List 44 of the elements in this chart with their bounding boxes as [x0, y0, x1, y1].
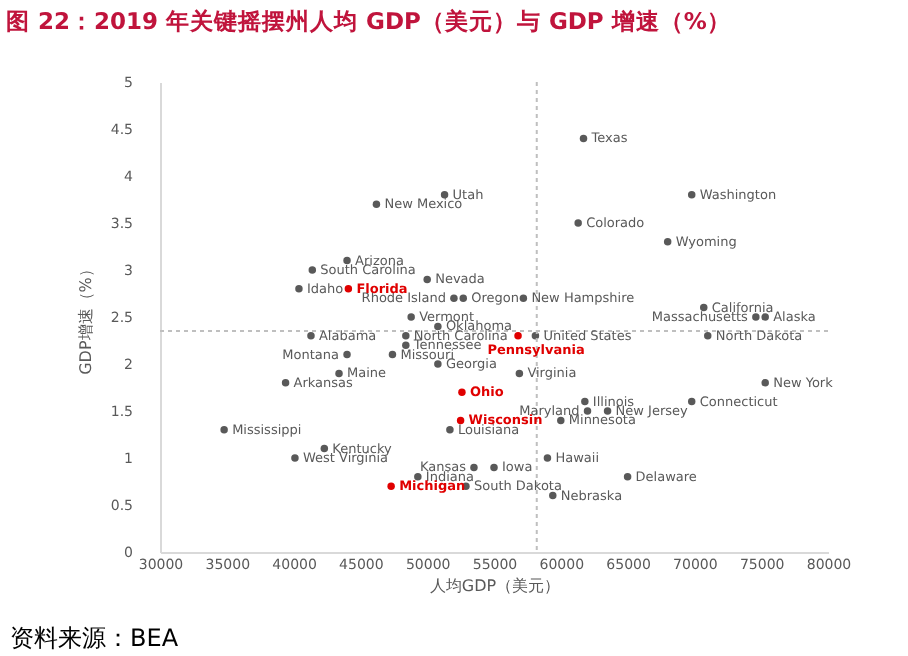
point [574, 219, 582, 227]
point [752, 313, 760, 321]
point [531, 332, 540, 340]
point [387, 482, 395, 490]
point [459, 294, 468, 302]
point [543, 454, 552, 462]
point [704, 332, 712, 340]
point [490, 463, 498, 472]
point [372, 200, 381, 208]
point [344, 285, 353, 293]
point [549, 491, 557, 500]
point [281, 379, 290, 387]
point [402, 332, 410, 340]
point [761, 313, 769, 321]
x-axis-title: 人均GDP（美元） [429, 577, 561, 595]
point [581, 397, 589, 406]
point [514, 332, 522, 340]
point [450, 294, 458, 302]
point [519, 294, 528, 302]
point [434, 360, 442, 368]
point [761, 379, 769, 387]
point [407, 313, 415, 321]
point [663, 238, 672, 246]
point [458, 388, 466, 396]
point [423, 275, 431, 284]
point [446, 426, 454, 434]
point [343, 350, 351, 359]
point [402, 341, 410, 349]
point [687, 191, 696, 199]
point [515, 369, 524, 378]
point [623, 473, 632, 481]
y-axis-title: GDP增速（%） [76, 261, 95, 375]
point [308, 266, 317, 274]
point [687, 397, 696, 406]
point [295, 285, 303, 293]
point [388, 350, 397, 359]
point [291, 454, 299, 462]
text: 资料来源：BEA [10, 624, 180, 652]
point [307, 332, 315, 340]
point [220, 426, 228, 434]
point [579, 134, 588, 143]
chart-title: 图 22：2019 年关键摇摆州人均 GDP（美元）与 GDP 增速（%） [6, 7, 731, 35]
point [456, 416, 465, 425]
point [470, 463, 478, 472]
